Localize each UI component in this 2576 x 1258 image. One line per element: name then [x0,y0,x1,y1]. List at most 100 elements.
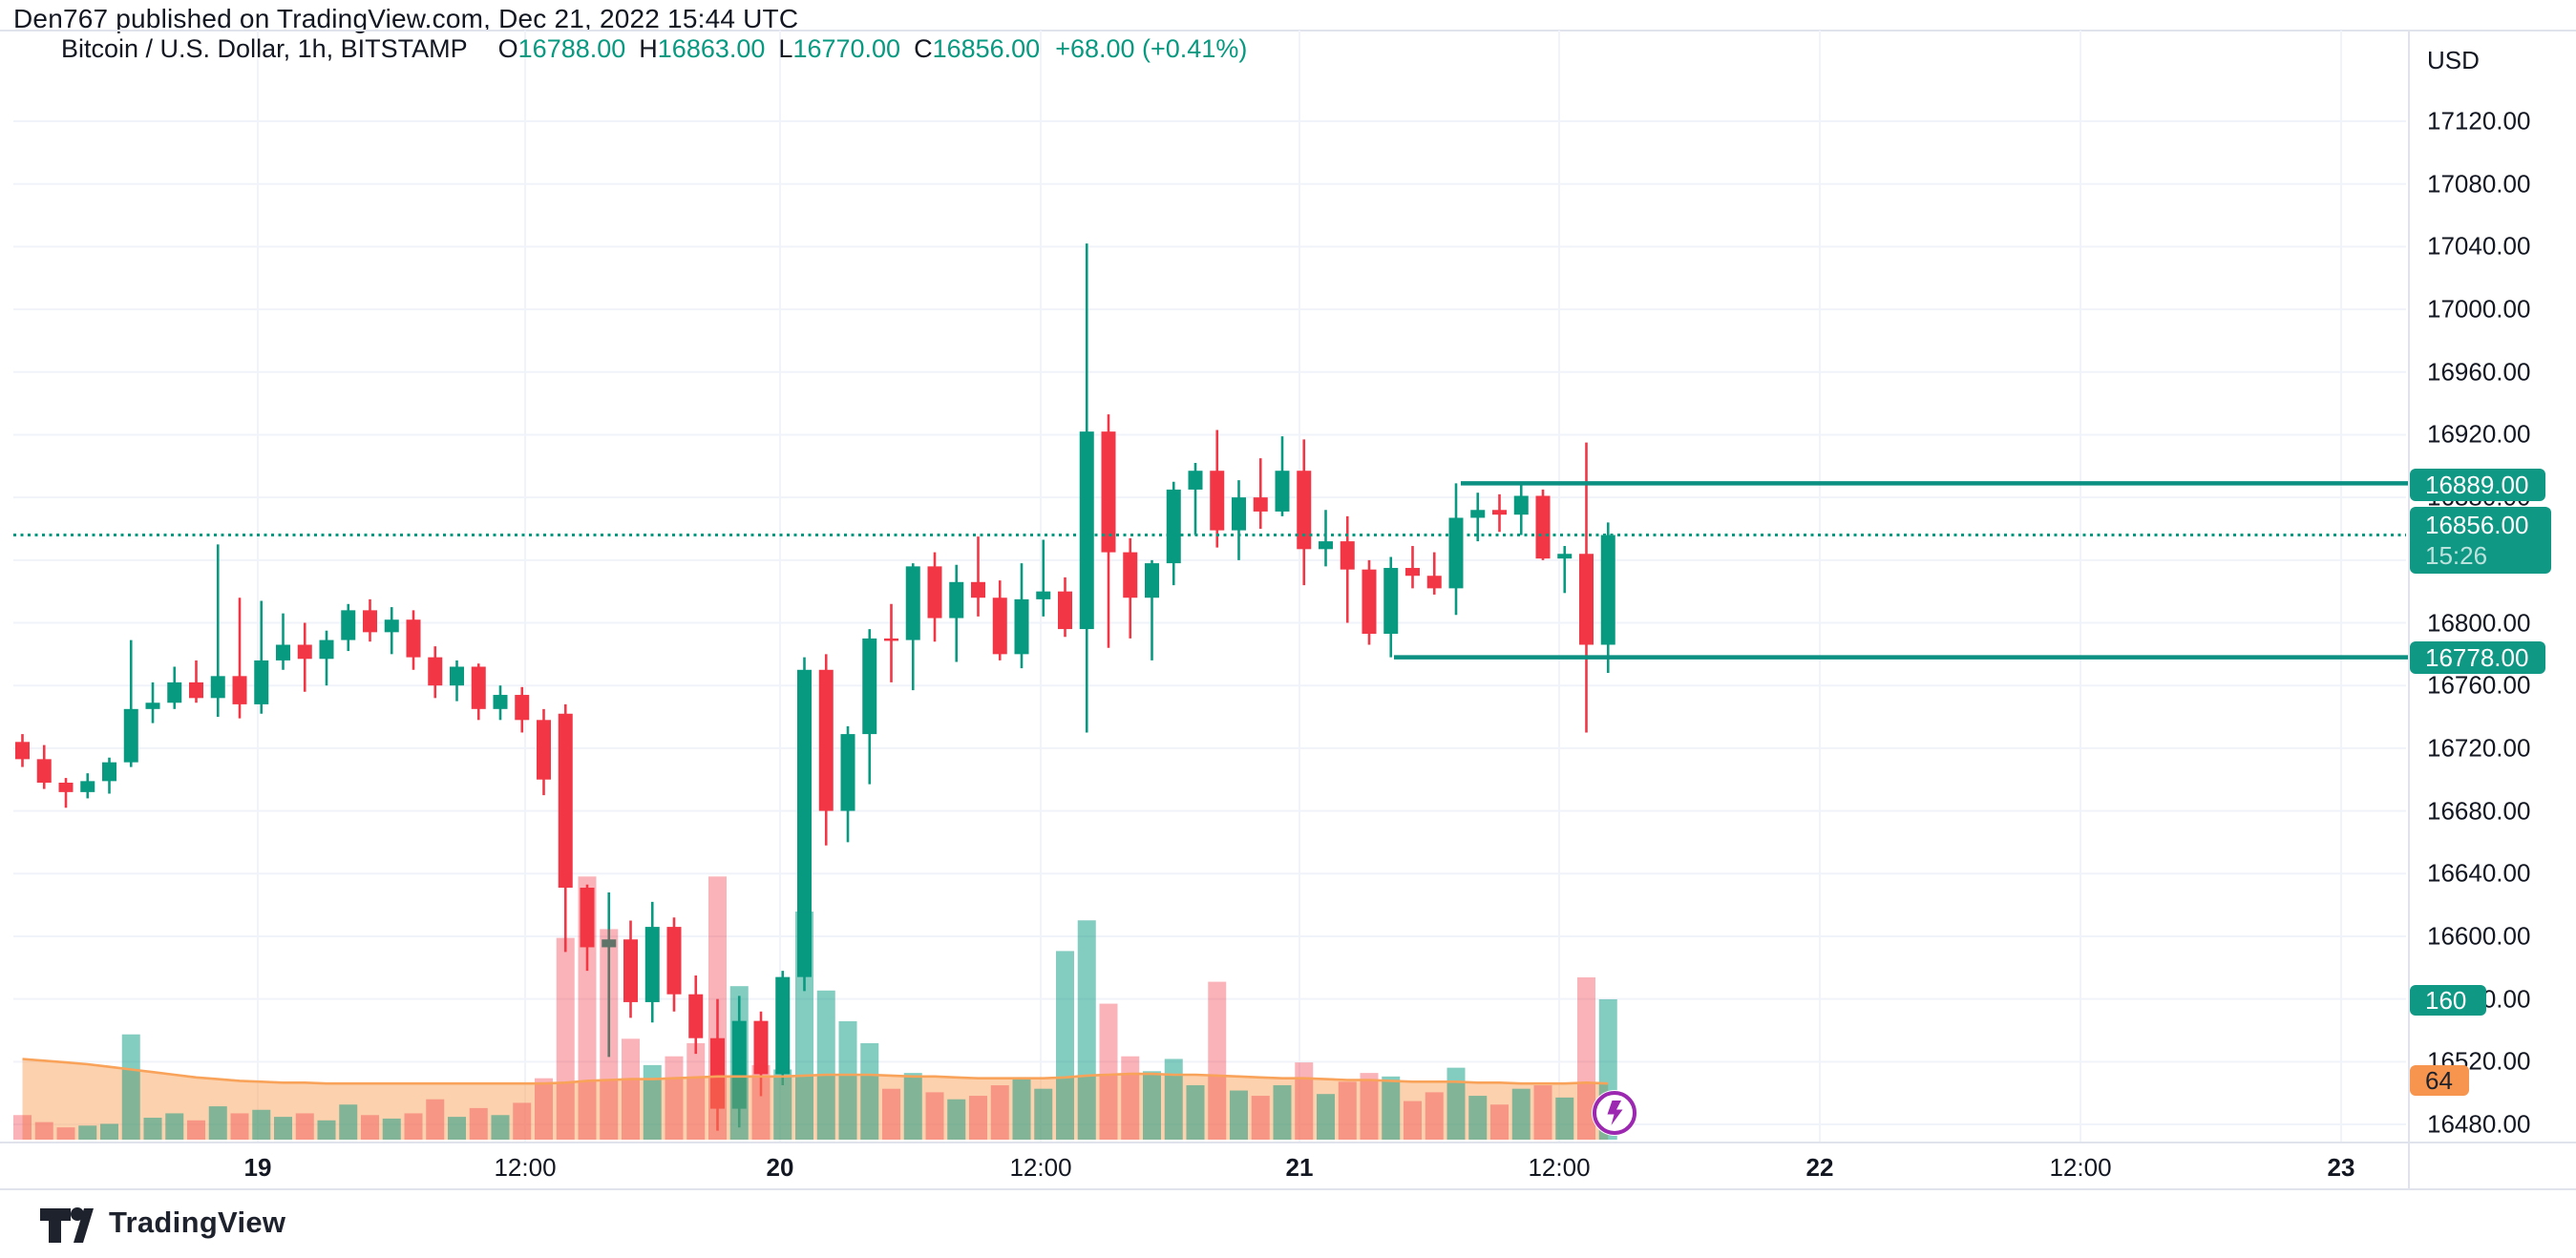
volume-bar [34,1122,53,1140]
candle-body [775,976,791,1075]
candle-body [1297,471,1312,550]
candle-body [537,720,551,780]
volume-bar [1056,951,1074,1140]
volume-bar [686,1042,706,1140]
tradingview-logo-icon [40,1207,94,1243]
time-tick: 20 [766,1153,794,1182]
candle-body [384,619,399,633]
candle-body [1232,497,1246,531]
volume-bar [1251,1096,1270,1140]
volume-bar [1577,976,1595,1140]
volume-bar [56,1127,75,1140]
price-tick: 17040.00 [2427,231,2531,261]
volume-bar [469,1107,488,1140]
volume-bar [1446,1067,1466,1140]
volume-bar [1230,1090,1248,1140]
time-tick: 12:00 [2049,1153,2112,1182]
price-tick: 16720.00 [2427,733,2531,763]
volume-bar [751,1064,771,1140]
volume-bar [274,1117,292,1140]
candle-body [1123,552,1138,598]
volume-bar [143,1118,162,1140]
volume-bar [773,1069,792,1140]
chart-legend[interactable]: Bitcoin / U.S. Dollar, 1h, BITSTAMP O1678… [61,34,1247,64]
tradingview-footer[interactable]: TradingView [38,1201,285,1245]
volume-bar [1511,1088,1531,1140]
boost-icon[interactable] [1592,1090,1637,1136]
candle-body [210,676,225,699]
volume-bar [317,1120,336,1140]
candle-body [493,695,508,709]
candle-body [145,702,160,709]
volume-ma-area [22,1059,1609,1140]
price-tick: 17120.00 [2427,106,2531,136]
candle-body [1557,554,1573,559]
time-tick: 23 [2327,1153,2355,1182]
volume-bar [100,1123,118,1140]
candle-body [1492,510,1507,515]
open-label: O [497,34,518,63]
grid-layer [13,31,2406,1142]
candle-body [341,610,356,640]
candle-body [818,669,834,811]
candle-body [515,695,530,721]
open-value: 16788.00 [517,34,626,63]
volume-bar [535,1078,553,1140]
candle-body [1079,431,1094,630]
price-tick: 16760.00 [2427,670,2531,700]
volume-bar [1490,1104,1509,1140]
volume-bar [643,1064,662,1140]
volume-bar [1208,981,1227,1140]
volume-bar [1360,1073,1379,1140]
candle-body [840,734,855,811]
volume-bar [990,1085,1009,1140]
low-value: 16770.00 [792,34,901,63]
candle-body [1513,495,1529,515]
volume-bar [382,1118,401,1140]
candle-body [623,939,638,1002]
candle-body [1188,471,1203,490]
candle-body [884,638,898,641]
candle-body [167,681,182,703]
volume-bar [578,876,597,1140]
candle-body [1362,569,1377,634]
candle-body [1470,510,1486,518]
volume-bar [969,1096,987,1140]
volume-bar [925,1092,944,1140]
candle-body [1014,598,1029,655]
candle-body [1405,568,1420,577]
volume-bar [404,1113,423,1140]
candle-body [254,660,269,704]
candle-body [232,676,247,704]
time-tick: 12:00 [1528,1153,1591,1182]
candle-body [471,666,486,709]
tradingview-brand-text: TradingView [109,1206,286,1239]
volume-bar [795,912,813,1140]
volume-bar [361,1115,379,1140]
candle-body [123,708,138,763]
low-label: L [778,34,793,63]
price-tick: 17000.00 [2427,294,2531,324]
high-value: 16863.00 [657,34,766,63]
volume-bar [1099,1003,1118,1140]
time-tick: 21 [1285,1153,1314,1182]
close-label: C [914,34,933,63]
support-price-label: 16778.00 [2410,641,2545,674]
volume-bar [708,876,727,1140]
price-tick: 16640.00 [2427,858,2531,888]
candle-body [927,566,942,619]
price-tick: 16960.00 [2427,357,2531,387]
volume-bar [1317,1094,1335,1140]
volume-bar [165,1113,184,1140]
candle-body [1383,568,1399,634]
volume-bar [1164,1059,1183,1140]
candle-body [1166,489,1181,564]
high-label: H [639,34,658,63]
candle-body [276,644,290,660]
candle-body [428,657,443,686]
symbol-title[interactable]: Bitcoin / U.S. Dollar, 1h, BITSTAMP [61,34,468,63]
volume-bar [513,1102,532,1140]
volume-bar [1425,1092,1444,1140]
time-tick: 12:00 [1009,1153,1072,1182]
